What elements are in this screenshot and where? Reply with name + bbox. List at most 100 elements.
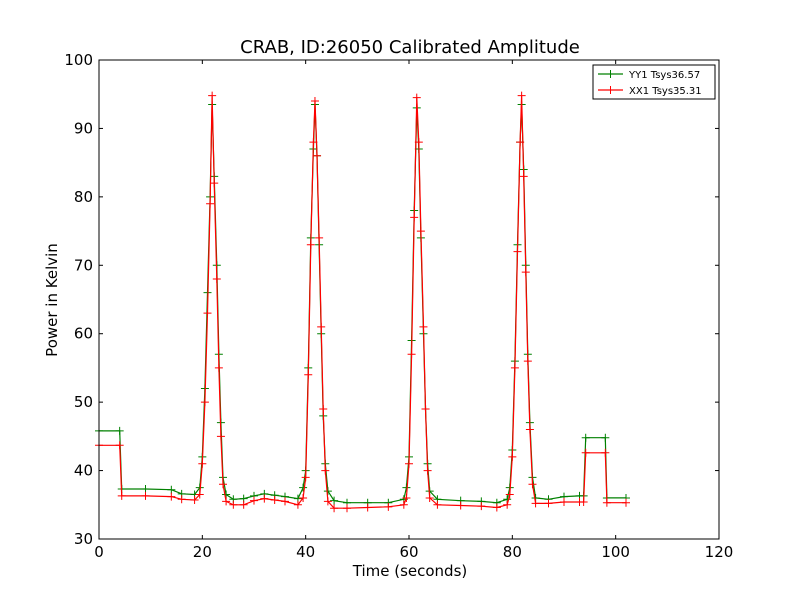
data-point — [521, 268, 530, 277]
x-tick-label: 40 — [296, 543, 315, 561]
data-point — [319, 404, 328, 413]
data-point — [516, 138, 525, 147]
data-point — [301, 473, 310, 482]
data-point — [306, 240, 315, 249]
data-point — [503, 500, 512, 509]
data-point — [299, 483, 308, 492]
data-point — [198, 459, 207, 468]
data-point — [293, 500, 302, 509]
data-point — [222, 490, 231, 499]
data-point — [200, 398, 209, 407]
data-point — [505, 490, 514, 499]
data-point — [203, 309, 212, 318]
data-point — [343, 504, 351, 513]
y-tick-label: 50 — [74, 393, 93, 411]
x-tick-label: 120 — [705, 543, 734, 561]
data-point — [167, 492, 176, 501]
y-tick-label: 70 — [74, 256, 93, 274]
data-point — [281, 497, 289, 506]
data-point — [405, 459, 413, 468]
data-point — [402, 493, 411, 502]
series-1 — [95, 91, 630, 513]
data-point — [414, 138, 423, 147]
data-point — [423, 466, 432, 475]
data-point — [330, 504, 339, 513]
data-point — [177, 495, 186, 504]
y-tick-label: 60 — [74, 325, 93, 343]
series-layer — [95, 91, 630, 513]
data-point — [513, 247, 522, 256]
data-point — [531, 499, 540, 508]
data-point — [579, 498, 588, 507]
data-point — [416, 227, 425, 236]
y-tick-label: 40 — [74, 462, 93, 480]
data-point — [190, 495, 199, 504]
data-point — [310, 97, 319, 106]
legend-label: YY1 Tsys36.57 — [628, 70, 700, 81]
y-tick-label: 80 — [74, 188, 93, 206]
data-point — [525, 425, 534, 434]
x-tick-label: 80 — [503, 543, 522, 561]
x-tick-label: 20 — [193, 543, 212, 561]
data-point — [330, 496, 339, 505]
data-point — [315, 233, 324, 242]
data-point — [560, 498, 568, 507]
data-point — [195, 490, 204, 499]
data-point — [260, 494, 269, 503]
data-point — [216, 432, 225, 441]
data-point — [317, 322, 326, 331]
data-point — [250, 496, 258, 505]
y-tick-label: 30 — [74, 530, 93, 548]
data-point — [601, 448, 610, 457]
data-point — [581, 433, 590, 442]
data-point — [313, 151, 322, 160]
data-point — [492, 503, 501, 512]
data-point — [523, 357, 532, 366]
data-point — [141, 491, 150, 500]
data-point — [304, 370, 313, 379]
data-point — [602, 498, 611, 507]
data-point — [323, 487, 332, 496]
data-point — [117, 491, 126, 500]
data-point — [309, 138, 318, 147]
data-point — [477, 502, 486, 511]
legend-marker — [606, 70, 615, 78]
data-point — [407, 350, 416, 359]
data-point — [239, 500, 248, 509]
data-point — [528, 480, 537, 489]
data-point — [581, 448, 590, 457]
x-tick-label: 100 — [601, 543, 630, 561]
data-point — [219, 480, 227, 489]
data-point — [115, 426, 124, 435]
data-point — [510, 363, 519, 372]
x-tick-label: 60 — [399, 543, 418, 561]
data-point — [419, 322, 428, 331]
legend: YY1 Tsys36.57 XX1 Tsys35.31 — [592, 64, 716, 100]
data-point — [601, 433, 610, 442]
data-point — [456, 501, 465, 510]
plot-frame — [98, 59, 720, 540]
legend-box — [592, 64, 716, 100]
chart-title: CRAB, ID:26050 Calibrated Amplitude — [240, 37, 580, 58]
data-point — [212, 274, 221, 283]
data-point — [208, 91, 217, 100]
data-point — [323, 497, 332, 506]
data-point — [222, 497, 231, 506]
axes-layer: 0 20 40 60 80 100 120 30 40 50 60 70 80 90 100 — [64, 51, 733, 561]
data-point — [167, 485, 176, 494]
x-tick-label: 0 — [94, 543, 104, 561]
data-point — [622, 498, 630, 507]
data-point — [384, 502, 393, 511]
data-point — [299, 493, 308, 502]
data-point — [206, 199, 215, 208]
data-point — [115, 441, 124, 450]
data-point — [421, 404, 430, 413]
data-point — [229, 500, 238, 509]
data-point — [141, 485, 150, 494]
legend-marker — [606, 86, 615, 94]
x-axis-label: Time (seconds) — [352, 562, 468, 580]
data-point — [363, 503, 372, 512]
y-tick-label: 90 — [74, 119, 93, 137]
legend-label: XX1 Tsys35.31 — [629, 86, 702, 97]
